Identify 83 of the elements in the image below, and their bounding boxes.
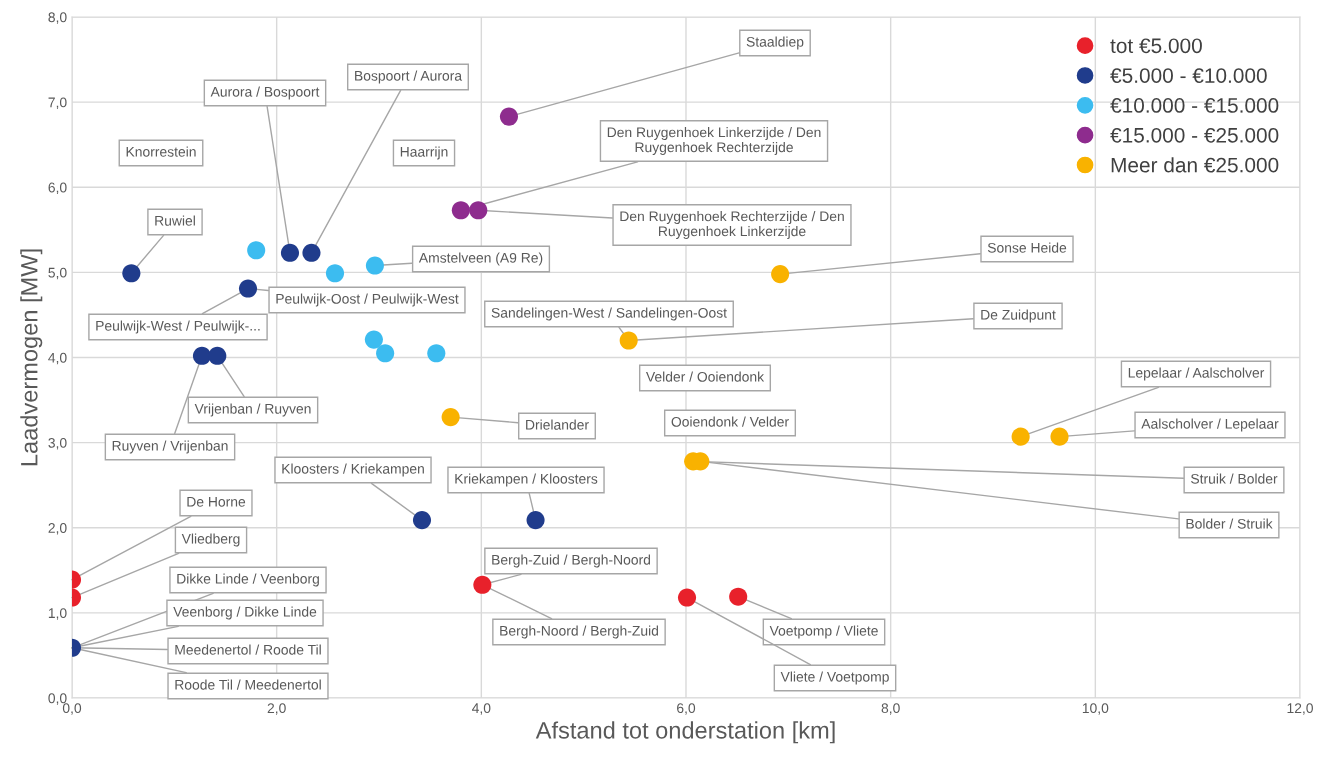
annotation: Lepelaar / Aalscholver (1128, 367, 1265, 381)
x-tick-label: 12,0 (1287, 703, 1313, 715)
x-axis-title: Afstand tot onderstation [km] (535, 721, 835, 744)
y-tick-label: 2,0 (48, 523, 67, 535)
annotation: Haarrijn (400, 146, 448, 160)
annotation: Bergh-Zuid / Bergh-Noord (492, 554, 651, 568)
point (365, 256, 384, 275)
legend-label: €5.000 - €10.000 (1110, 68, 1267, 83)
annotation: Velder / Ooiendonk (646, 371, 765, 382)
x-tick-label: 4,0 (472, 703, 491, 715)
annotation: De Horne (187, 497, 246, 507)
y-tick-label: 6,0 (48, 182, 67, 195)
x-tick-label: 10,0 (1082, 703, 1109, 715)
legend-label: Meer dan €25.000 (1111, 157, 1279, 173)
point (771, 265, 790, 284)
annotation: Den Ruygenhoek Linkerzijde / Den Ruygenhoek Rechterzijde (607, 127, 821, 155)
annotation: Amstelveen (A9 Re) (418, 252, 543, 266)
point (376, 344, 395, 363)
annotation: Kloosters / Kriekampen (282, 463, 424, 477)
annotation: Dikke Linde / Veenborg (177, 573, 319, 587)
legend-label: €10.000 - €15.000 (1110, 98, 1279, 113)
point (280, 243, 300, 262)
point (208, 346, 227, 365)
point (619, 331, 638, 350)
annotation: Kriekampen / Kloosters (455, 473, 598, 487)
annotation: Meedenertol / Roode Til (175, 644, 321, 655)
y-tick-label: 4,0 (48, 352, 67, 365)
point (677, 588, 697, 607)
annotation: Struik / Bolder (1191, 473, 1278, 484)
annotation: Staaldiep (746, 36, 804, 50)
annotation: Aurora / Bospoort (210, 86, 320, 100)
point (526, 511, 545, 530)
y-tick-label: 1,0 (48, 608, 67, 620)
annotation: Bospoort / Aurora (355, 70, 463, 84)
point (122, 264, 141, 283)
annotation: Peulwijk-Oost / Peulwijk-West (276, 293, 459, 307)
annotation: Sandelingen-West / Sandelingen-Oost (491, 307, 727, 321)
y-tick-label: 8,0 (48, 12, 67, 24)
y-tick-label: 7,0 (48, 97, 67, 109)
point (302, 243, 321, 262)
point (364, 330, 383, 349)
point (247, 241, 266, 260)
x-tick-label: 2,0 (267, 703, 286, 715)
x-tick-label: 6,0 (677, 703, 696, 715)
x-tick-label: 0,0 (62, 703, 82, 715)
annotation: Bolder / Struik (1186, 518, 1273, 529)
y-axis-title: Laadvermogen [MW] (20, 249, 43, 466)
point (729, 587, 748, 606)
annotation: Roode Til / Meedenertol (175, 679, 321, 690)
annotation: Vrijenban / Ruyven (194, 403, 311, 417)
annotation: Peulwijk-West / Peulwijk-... (96, 320, 260, 334)
point (427, 344, 446, 363)
point (412, 511, 432, 530)
point (473, 575, 492, 594)
y-tick-label: 5,0 (48, 267, 67, 280)
point (469, 201, 488, 220)
point (451, 201, 470, 220)
point (499, 107, 519, 126)
annotation: Vliedberg (181, 533, 240, 547)
point (192, 346, 212, 365)
annotation: Den Ruygenhoek Rechterzijde / Den Ruygenhoek Linkerzijde (620, 211, 844, 239)
annotation: Knorrestein (126, 146, 196, 157)
point (238, 279, 258, 298)
point (1011, 427, 1030, 446)
annotation: Vliete / Voetpomp (780, 671, 889, 685)
point (325, 264, 345, 283)
x-tick-label: 8,0 (881, 703, 900, 715)
annotation: Sonse Heide (987, 242, 1067, 253)
legend-label: €15.000 - €25.000 (1110, 127, 1279, 143)
point (441, 408, 460, 427)
annotation: Ruyven / Vrijenban (112, 440, 228, 454)
annotation: Aalscholver / Lepelaar (1141, 418, 1279, 432)
annotation: Ruwiel (155, 215, 195, 226)
annotation: Voetpomp / Vliete (769, 625, 878, 639)
y-tick-label: 3,0 (48, 437, 67, 450)
annotation: Bergh-Noord / Bergh-Zuid (500, 625, 659, 639)
legend-label: tot €5.000 (1110, 38, 1202, 54)
annotation: Veenborg / Dikke Linde (173, 606, 317, 620)
y-tick-label: 0,0 (48, 693, 67, 705)
point (1050, 427, 1069, 446)
annotation: Ooiendonk / Velder (671, 416, 789, 427)
annotation: De Zuidpunt (981, 309, 1056, 323)
annotation: Drielander (526, 419, 589, 430)
